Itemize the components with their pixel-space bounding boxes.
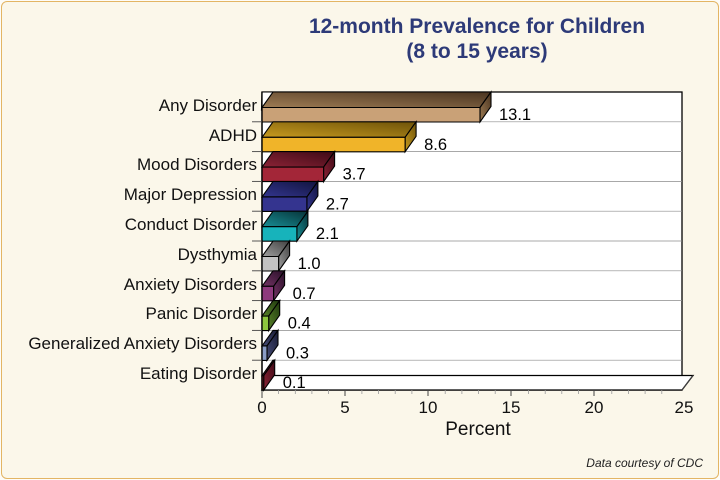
svg-text:13.1: 13.1 bbox=[499, 106, 531, 124]
svg-text:1.0: 1.0 bbox=[298, 255, 321, 273]
svg-text:2.1: 2.1 bbox=[316, 225, 339, 243]
svg-text:5: 5 bbox=[340, 398, 349, 417]
svg-text:0.1: 0.1 bbox=[283, 374, 306, 392]
svg-text:15: 15 bbox=[502, 398, 521, 417]
svg-text:2.7: 2.7 bbox=[326, 195, 349, 213]
svg-text:0.4: 0.4 bbox=[288, 315, 311, 333]
svg-text:8.6: 8.6 bbox=[424, 136, 447, 154]
svg-text:3.7: 3.7 bbox=[343, 166, 366, 184]
svg-text:25: 25 bbox=[675, 398, 694, 417]
svg-text:20: 20 bbox=[585, 398, 604, 417]
svg-text:0.7: 0.7 bbox=[293, 285, 316, 303]
svg-text:10: 10 bbox=[419, 398, 438, 417]
svg-text:0.3: 0.3 bbox=[286, 344, 309, 362]
svg-text:0: 0 bbox=[257, 398, 266, 417]
